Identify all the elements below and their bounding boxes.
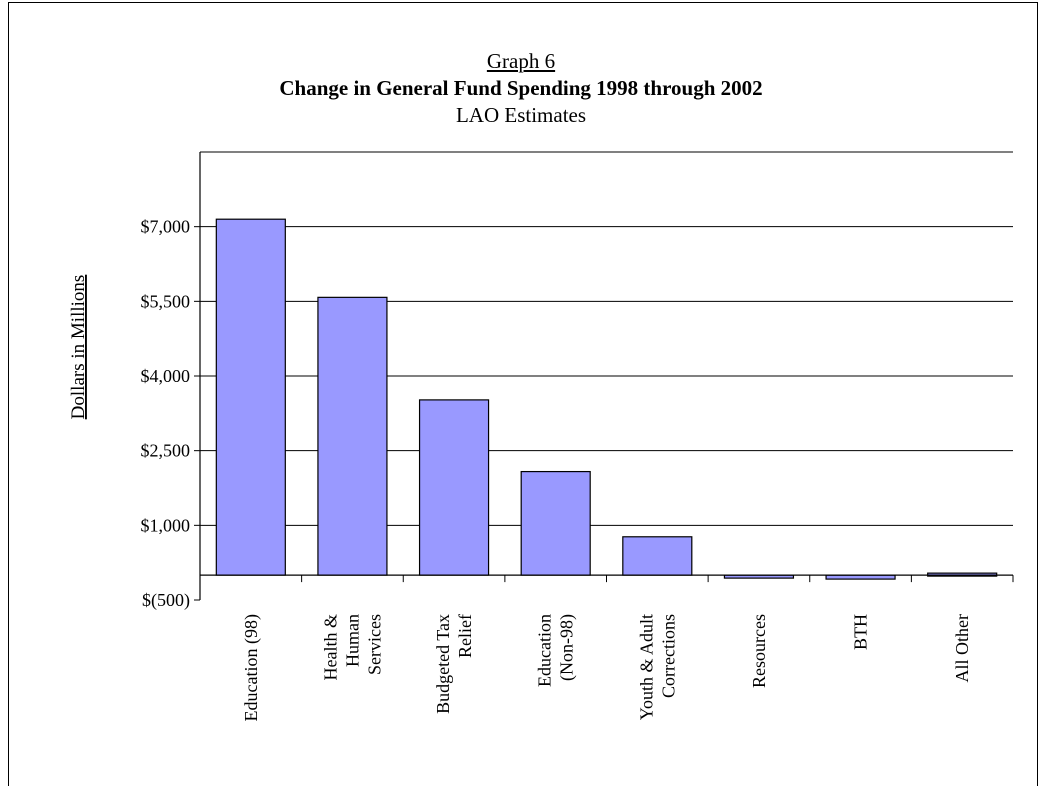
y-axis-label: Dollars in Millions [68,275,89,420]
category-label-line: Budgeted Tax [433,614,453,714]
category-label-line: Education (98) [241,614,262,721]
category-label-line: Services [364,614,384,675]
chart-frame [8,2,1038,786]
category-label-line: (Non-98) [557,614,578,681]
category-label-line: BTH [851,614,871,650]
category-label-line: Education [535,614,555,687]
category-label-line: Youth & Adult [636,614,656,720]
category-label-line: Human [342,614,362,667]
bar [520,470,591,576]
category-label: Education (Non-98) [535,614,578,687]
chart-title: Change in General Fund Spending 1998 thr… [279,76,763,100]
axes [194,152,1014,601]
y-tick-label: $2,500 [141,441,191,461]
y-tick-label: $5,500 [141,291,191,311]
category-label-line: Resources [749,614,769,688]
bar [317,296,388,576]
y-tick-label: $1,000 [141,515,191,535]
category-label: Youth & Adult Corrections [636,614,678,720]
category-label-line: Health & [320,614,340,680]
y-tick-labels: $(500) $1,000 $2,500 $4,000 $5,500 $7,000 [141,217,191,611]
bar [418,399,490,576]
bar [215,218,286,576]
y-tick-label: $7,000 [141,217,191,237]
category-label: Health & Human Services [320,614,384,680]
bar [622,536,693,576]
category-label-line: Relief [455,614,475,658]
graph-number: Graph 6 [486,49,556,73]
bars [215,218,998,580]
category-label: All Other [952,614,972,682]
category-label-line: Corrections [658,614,678,698]
category-label: Education (98) [241,614,262,721]
category-labels: Education (98) Health & Human Services Budge… [241,614,972,721]
category-label-line: All Other [952,614,972,682]
y-tick-label: $(500) [142,590,190,611]
category-label: Budgeted Tax Relief [433,614,475,714]
chart-subtitle: LAO Estimates [455,103,587,127]
y-tick-label: $4,000 [141,366,191,386]
category-label: Resources [749,614,769,688]
chart-titles: Graph 6 Change in General Fund Spending … [0,48,1042,129]
category-label: BTH [851,614,871,650]
